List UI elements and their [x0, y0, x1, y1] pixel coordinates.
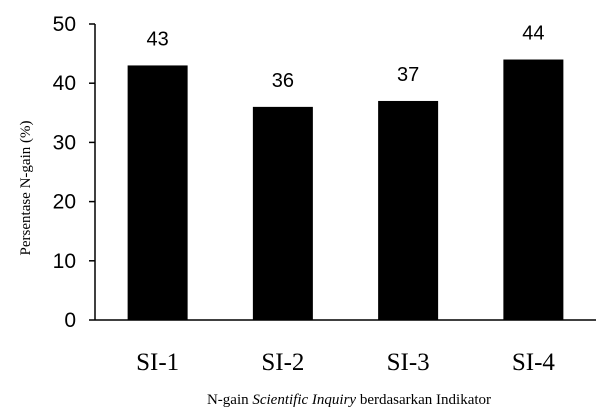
bar-si-3 [378, 100, 439, 321]
y-tick-label: 10 [53, 250, 76, 273]
x-axis-title-part: N-gain [207, 392, 252, 408]
y-tick-label: 40 [53, 72, 76, 95]
data-label: 37 [397, 64, 419, 86]
x-tick-label: SI-1 [136, 349, 179, 376]
x-tick-label: SI-2 [261, 349, 304, 376]
x-tick-label: SI-4 [512, 349, 556, 376]
bar-si-4 [503, 59, 564, 321]
y-axis-title: Persentase N-gain (%) [18, 121, 34, 256]
y-tick-label: 0 [64, 309, 76, 332]
data-label: 43 [147, 28, 169, 50]
x-tick-label: SI-3 [387, 349, 430, 376]
bar-si-1 [127, 65, 188, 320]
y-tick-label: 20 [53, 191, 76, 214]
data-label: 36 [272, 70, 294, 92]
bar-si-2 [252, 106, 313, 320]
x-axis-title-part: berdasarkan Indikator [356, 392, 491, 408]
y-tick-labels: 0 10 20 30 40 50 [53, 13, 76, 332]
y-tick-label: 50 [53, 13, 76, 36]
y-tick-label: 30 [53, 131, 76, 154]
data-label: 44 [522, 23, 544, 45]
data-labels: 43 36 37 44 [147, 23, 545, 92]
x-axis-title-italic-part: Scientific Inquiry [252, 392, 356, 408]
x-tick-labels: SI-1 SI-2 SI-3 SI-4 [136, 349, 555, 376]
bars [127, 59, 564, 321]
x-axis-title: N-gain Scientific Inquiry berdasarkan In… [207, 392, 491, 408]
